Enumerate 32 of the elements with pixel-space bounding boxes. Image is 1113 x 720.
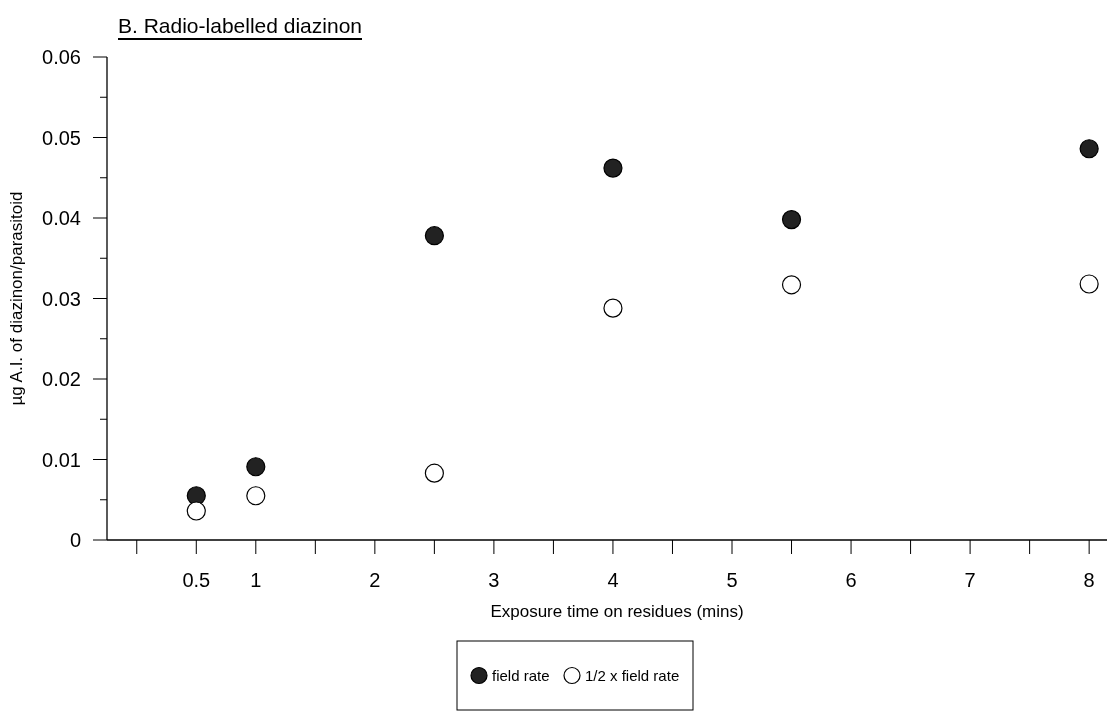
x-tick-label: 6 bbox=[845, 569, 857, 591]
y-tick-label: 0.03 bbox=[42, 287, 81, 310]
point bbox=[424, 226, 444, 246]
x-tick-label: 4 bbox=[607, 569, 619, 591]
y-tick-label: 0 bbox=[69, 529, 81, 551]
x-tick-label: 3 bbox=[488, 569, 500, 591]
point bbox=[246, 457, 266, 477]
point bbox=[1079, 139, 1099, 159]
x-tick-label: 0.5 bbox=[182, 569, 211, 591]
point bbox=[186, 501, 206, 521]
x-tick-label: 8 bbox=[1083, 569, 1095, 591]
x-axis-title: Exposure time on residues (mins) bbox=[490, 602, 744, 621]
point bbox=[246, 486, 266, 506]
chart-title: B. Radio-labelled diazinon bbox=[118, 14, 362, 37]
point bbox=[781, 275, 802, 295]
y-tick-label: 0.06 bbox=[42, 46, 81, 68]
y-tick-label: 0.04 bbox=[42, 207, 81, 229]
y-tick-label: 0.01 bbox=[42, 448, 81, 471]
point bbox=[1079, 274, 1099, 294]
point bbox=[603, 298, 623, 318]
y-tick-label: 0.05 bbox=[42, 126, 81, 149]
legend-label: 1/2 x field rate bbox=[585, 667, 680, 684]
x-tick-label: 7 bbox=[964, 569, 976, 591]
point bbox=[603, 158, 623, 178]
y-tick-label: 0.02 bbox=[42, 368, 81, 390]
point bbox=[781, 210, 802, 230]
legend-label: field rate bbox=[492, 667, 550, 684]
point bbox=[424, 463, 444, 483]
x-tick-label: 2 bbox=[369, 569, 381, 591]
y-axis-title: µg A.I. of diazinon/parasitoid bbox=[7, 191, 26, 406]
x-tick-label: 1 bbox=[250, 569, 262, 591]
x-tick-label: 5 bbox=[726, 569, 738, 591]
